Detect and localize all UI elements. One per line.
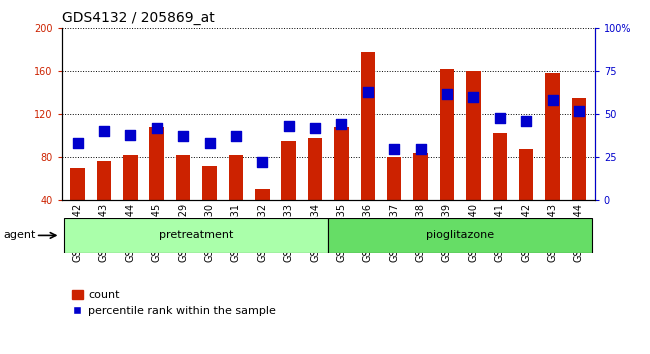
Point [178, 134, 188, 139]
Bar [545, 73, 560, 200]
Point [336, 122, 346, 127]
Text: agent: agent [3, 230, 36, 240]
Legend: count, percentile rank within the sample: count, percentile rank within the sample [68, 285, 281, 321]
Bar [255, 189, 270, 200]
Bar [281, 141, 296, 200]
Point [363, 89, 373, 95]
Point [547, 98, 558, 103]
Point [495, 115, 505, 120]
Bar [413, 153, 428, 200]
Bar [229, 155, 243, 200]
Point [99, 129, 109, 134]
Point [231, 134, 241, 139]
Bar [97, 161, 111, 200]
Bar [440, 69, 454, 200]
Bar [328, 218, 592, 253]
Bar [493, 133, 507, 200]
Point [125, 132, 136, 138]
Bar [466, 71, 480, 200]
Point [257, 159, 268, 165]
Text: GDS4132 / 205869_at: GDS4132 / 205869_at [62, 11, 214, 25]
Point [442, 91, 452, 96]
Bar [519, 149, 534, 200]
Bar [571, 98, 586, 200]
Bar [150, 127, 164, 200]
Point [151, 125, 162, 131]
Bar [202, 166, 216, 200]
Bar [387, 157, 402, 200]
Point [521, 118, 531, 124]
Bar [361, 52, 375, 200]
Point [72, 141, 83, 146]
Point [468, 94, 478, 100]
Text: pretreatment: pretreatment [159, 230, 233, 240]
Bar [334, 127, 348, 200]
Bar [308, 138, 322, 200]
Point [283, 123, 294, 129]
Bar [64, 218, 328, 253]
Point [204, 141, 214, 146]
Bar [123, 155, 138, 200]
Point [574, 108, 584, 114]
Point [310, 125, 320, 131]
Bar [176, 155, 190, 200]
Bar [70, 168, 85, 200]
Text: pioglitazone: pioglitazone [426, 230, 494, 240]
Point [389, 146, 399, 152]
Point [415, 146, 426, 152]
